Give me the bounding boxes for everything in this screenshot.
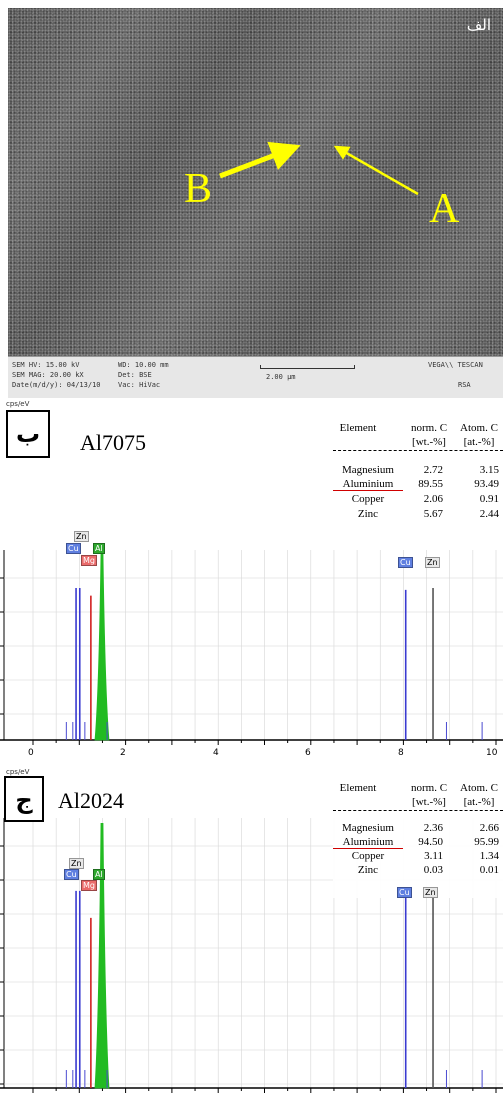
info-vac: Vac: HiVac: [118, 381, 161, 389]
col-atom-2: [at.-%]: [463, 796, 495, 808]
cell-element: Copper: [351, 493, 385, 505]
tick-label: 4: [213, 748, 219, 758]
info-wd: WD: 10.00 mm: [118, 361, 169, 369]
peak-label-mg: Mg: [81, 555, 97, 566]
marker-a: A: [429, 186, 460, 232]
info-hv: SEM HV: 15.00 kV: [12, 361, 80, 369]
col-element: Element: [339, 782, 377, 794]
table-row: Aluminium 89.55 93.49: [333, 478, 503, 493]
cell-atom: 1.34: [479, 850, 499, 862]
alloy-name: Al2024: [58, 788, 124, 813]
scale-label: 2.00 µm: [266, 373, 296, 381]
cell-atom: 95.99: [474, 836, 499, 848]
col-atom-1: Atom. C: [460, 422, 498, 434]
sem-info-bar: SEM HV: 15.00 kV SEM MAG: 20.00 kX Date(…: [8, 356, 503, 398]
peak-label-cu: Cu: [64, 869, 79, 880]
table-row: Magnesium 2.36 2.66: [333, 822, 503, 837]
cell-norm: 2.36: [423, 822, 443, 834]
cell-norm: 0.03: [423, 864, 443, 876]
cell-norm: 94.50: [418, 836, 443, 848]
peak-label-cu-l: Cu: [398, 557, 413, 568]
peak-al: [94, 823, 110, 1089]
table-divider: [333, 450, 503, 451]
tick-label: 8: [398, 748, 404, 758]
table-row: Copper 2.06 0.91: [333, 493, 503, 508]
cell-element: Magnesium: [342, 822, 394, 834]
cell-atom: 3.15: [479, 464, 499, 476]
col-norm-1: norm. C: [410, 782, 448, 794]
peak-label-al: Al: [93, 543, 105, 554]
sem-arrows: [219, 141, 419, 196]
peak-label-cu-l: Cu: [397, 887, 412, 898]
table-row: Magnesium 2.72 3.15: [333, 464, 503, 479]
composition-table: Element norm. C [wt.-%] Atom. C [at.-%] …: [333, 414, 503, 542]
cell-norm: 2.72: [423, 464, 443, 476]
cell-norm: 89.55: [418, 478, 443, 490]
sem-panel-label: الف: [466, 16, 491, 34]
cell-element: Copper: [351, 850, 385, 862]
table-row: Copper 3.11 1.34: [333, 850, 503, 865]
cell-element: Zinc: [357, 508, 379, 520]
info-rsa: RSA: [458, 381, 471, 389]
eds-spectrum-al7075: cps/eV ب Al7075 Element norm. C [wt.-%] …: [0, 400, 503, 768]
composition-table: Element norm. C [wt.-%] Atom. C [at.-%] …: [333, 778, 503, 898]
peak-label-zn-l: Zn: [423, 887, 438, 898]
alloy-name: Al7075: [80, 430, 146, 455]
cell-norm: 5.67: [423, 508, 443, 520]
table-divider: [333, 810, 503, 811]
cell-norm: 3.11: [424, 850, 443, 862]
tick-label: 2: [120, 748, 126, 758]
cell-atom: 0.01: [479, 864, 499, 876]
eds-spectrum-al2024: cps/eV ج Al2024 Element norm. C [wt.-%] …: [0, 768, 503, 1097]
cell-element: Zinc: [357, 864, 379, 876]
info-mag: SEM MAG: 20.00 kX: [12, 371, 84, 379]
cell-atom: 93.49: [474, 478, 499, 490]
cell-element: Aluminium: [333, 478, 403, 491]
peak-label-mg: Mg: [81, 880, 97, 891]
peak-label-zn: Zn: [74, 531, 89, 542]
cell-atom: 2.66: [479, 822, 499, 834]
col-norm-2: [wt.-%]: [412, 796, 446, 808]
col-norm-1: norm. C: [410, 422, 448, 434]
peak-al: [94, 553, 110, 741]
cell-element: Magnesium: [342, 464, 394, 476]
cell-element: Aluminium: [333, 836, 403, 849]
peak-label-zn-l: Zn: [425, 557, 440, 568]
peak-label-zn: Zn: [69, 858, 84, 869]
col-norm-2: [wt.-%]: [412, 436, 446, 448]
info-date: Date(m/d/y): 04/13/10: [12, 381, 101, 389]
tick-label: 6: [305, 748, 311, 758]
tick-label: 10: [486, 748, 498, 758]
tick-label: 0: [28, 748, 34, 758]
col-atom-2: [at.-%]: [463, 436, 495, 448]
arrow-a: [333, 145, 419, 196]
cell-atom: 2.44: [479, 508, 499, 520]
eds-plot-al2024: [0, 818, 503, 1093]
peak-label-cu: Cu: [66, 543, 81, 554]
cell-atom: 0.91: [479, 493, 499, 505]
y-unit-label: cps/eV: [6, 768, 30, 776]
arrow-b: [219, 141, 301, 179]
table-row: Aluminium 94.50 95.99: [333, 836, 503, 851]
panel-label-b: ب: [6, 410, 50, 458]
marker-b: B: [184, 166, 213, 212]
scale-bar: [260, 365, 355, 369]
cell-norm: 2.06: [423, 493, 443, 505]
col-element: Element: [339, 422, 377, 434]
table-row: Zinc 5.67 2.44: [333, 508, 503, 523]
table-row: Zinc 0.03 0.01: [333, 864, 503, 879]
info-det: Det: BSE: [118, 371, 152, 379]
sem-image: الف B A: [8, 8, 503, 356]
peak-label-al: Al: [93, 869, 105, 880]
info-brand: VEGA\\ TESCAN: [428, 361, 483, 369]
col-atom-1: Atom. C: [460, 782, 498, 794]
panel-label-c: ج: [4, 776, 44, 822]
y-unit-label: cps/eV: [6, 400, 30, 408]
